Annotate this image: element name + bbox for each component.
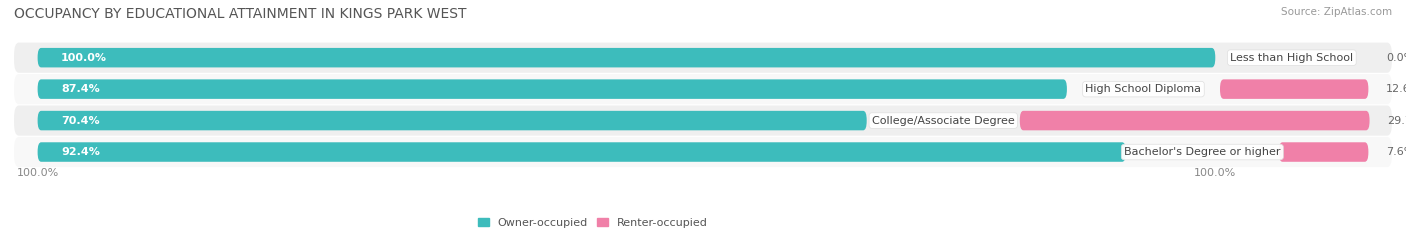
- Legend: Owner-occupied, Renter-occupied: Owner-occupied, Renter-occupied: [478, 218, 707, 228]
- FancyBboxPatch shape: [1019, 111, 1369, 130]
- Text: 100.0%: 100.0%: [1194, 168, 1236, 178]
- Text: High School Diploma: High School Diploma: [1085, 84, 1202, 94]
- FancyBboxPatch shape: [14, 137, 1392, 167]
- Text: College/Associate Degree: College/Associate Degree: [872, 116, 1015, 126]
- Text: 7.6%: 7.6%: [1386, 147, 1406, 157]
- Text: 92.4%: 92.4%: [62, 147, 100, 157]
- FancyBboxPatch shape: [14, 106, 1392, 136]
- Text: 70.4%: 70.4%: [62, 116, 100, 126]
- Text: OCCUPANCY BY EDUCATIONAL ATTAINMENT IN KINGS PARK WEST: OCCUPANCY BY EDUCATIONAL ATTAINMENT IN K…: [14, 7, 467, 21]
- FancyBboxPatch shape: [14, 43, 1392, 73]
- FancyBboxPatch shape: [1220, 79, 1368, 99]
- FancyBboxPatch shape: [1279, 142, 1368, 162]
- Text: 87.4%: 87.4%: [62, 84, 100, 94]
- Text: 100.0%: 100.0%: [17, 168, 59, 178]
- FancyBboxPatch shape: [38, 111, 866, 130]
- Text: 29.7%: 29.7%: [1388, 116, 1406, 126]
- Text: 100.0%: 100.0%: [62, 53, 107, 63]
- Text: 12.6%: 12.6%: [1386, 84, 1406, 94]
- FancyBboxPatch shape: [14, 74, 1392, 104]
- Text: Less than High School: Less than High School: [1230, 53, 1354, 63]
- FancyBboxPatch shape: [38, 142, 1126, 162]
- Text: Bachelor's Degree or higher: Bachelor's Degree or higher: [1123, 147, 1281, 157]
- FancyBboxPatch shape: [38, 48, 1215, 67]
- FancyBboxPatch shape: [38, 79, 1067, 99]
- Text: Source: ZipAtlas.com: Source: ZipAtlas.com: [1281, 7, 1392, 17]
- Text: 0.0%: 0.0%: [1386, 53, 1406, 63]
